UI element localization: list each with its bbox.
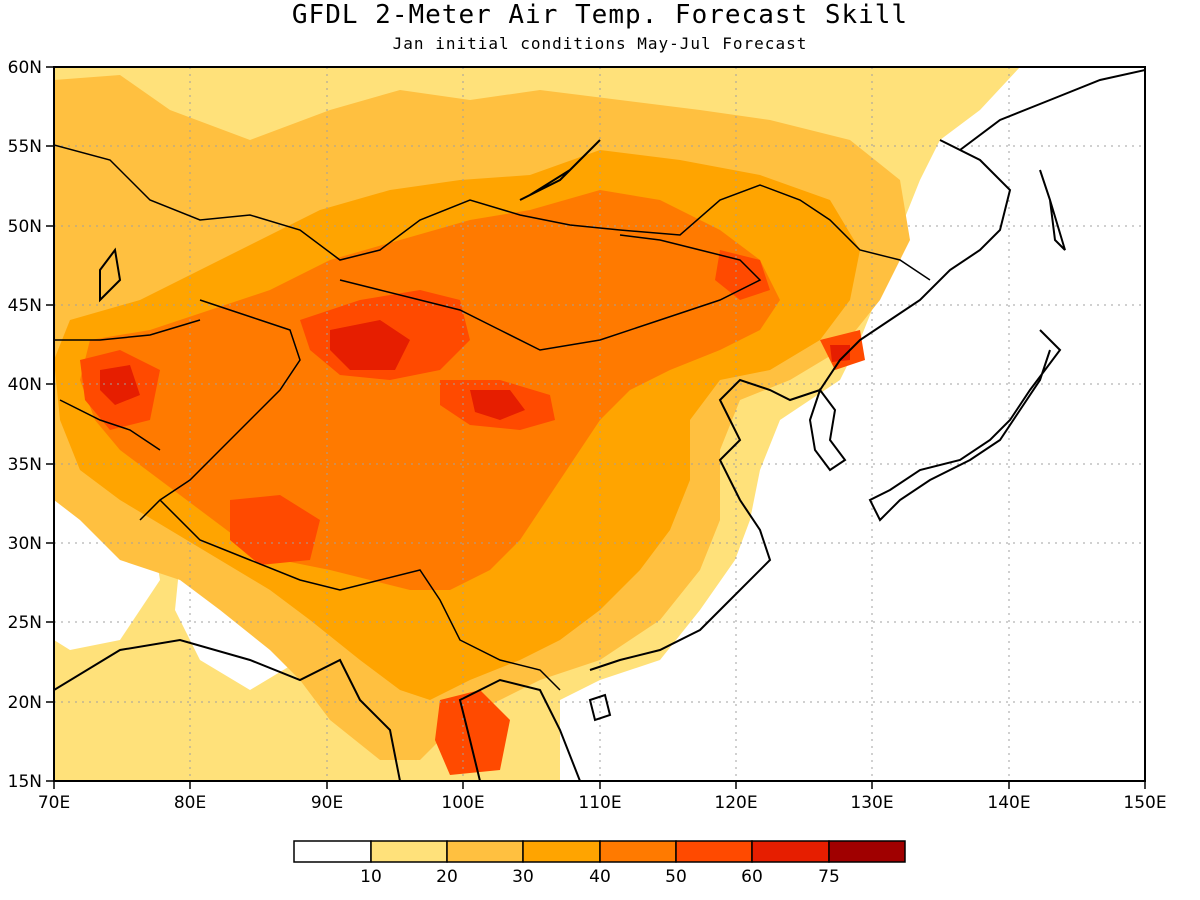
lon-tick-label: 120E: [714, 793, 757, 813]
legend-label: 10: [360, 867, 382, 887]
legend-label: 75: [818, 867, 840, 887]
coastline-hainan: [588, 693, 612, 722]
lat-tick-label: 50N: [8, 217, 42, 237]
coastline-japan: [868, 329, 1062, 522]
lat-tick-label: 60N: [8, 58, 42, 78]
coastlines: [54, 69, 1145, 781]
grid-lines: [54, 67, 1145, 781]
border-china-west: [139, 299, 301, 521]
lon-tick-label: 70E: [38, 793, 70, 813]
lon-tick-label: 90E: [311, 793, 343, 813]
legend-swatch: [751, 840, 830, 863]
legend-label: 60: [741, 867, 763, 887]
skill-region-60-75: [100, 320, 850, 420]
coastline-korea: [808, 387, 847, 472]
lat-tick-label: 40N: [8, 375, 42, 395]
legend-swatch: [675, 840, 753, 863]
border-russia-south: [54, 144, 931, 281]
skill-region-40-50: [80, 190, 780, 590]
lon-tick-label: 100E: [441, 793, 484, 813]
legend-swatch: [599, 840, 677, 863]
legend-swatch: [370, 840, 448, 863]
coastline-india: [54, 638, 401, 781]
lat-tick-label: 35N: [8, 455, 42, 475]
legend-swatch: [293, 840, 372, 863]
legend-label: 50: [665, 867, 687, 887]
legend-label: 20: [436, 867, 458, 887]
lon-tick-label: 110E: [578, 793, 621, 813]
border-mongolia: [339, 234, 762, 351]
lat-tick-labels: 15N 20N 25N 30N 35N 40N 45N 50N 55N 60N: [8, 58, 42, 792]
legend-swatch: [522, 840, 601, 863]
map-title: GFDL 2-Meter Air Temp. Forecast Skill: [291, 0, 909, 30]
lon-tick-label: 150E: [1123, 793, 1166, 813]
border-himalaya: [159, 499, 561, 691]
lat-tick-label: 45N: [8, 296, 42, 316]
lon-tick-labels: 70E 80E 90E 100E 110E 120E 130E 140E 150…: [38, 793, 1167, 813]
lat-tick-label: 55N: [8, 137, 42, 157]
borders: [54, 144, 931, 691]
lat-tick-label: 25N: [8, 613, 42, 633]
border-central-asia: [54, 319, 201, 451]
legend-swatch: [828, 840, 906, 863]
lon-tick-label: 80E: [174, 793, 206, 813]
tick-marks: [46, 66, 1146, 789]
legend-label: 40: [589, 867, 611, 887]
legend-label: 30: [512, 867, 534, 887]
lat-tick-label: 30N: [8, 534, 42, 554]
coastline-baikal: [519, 139, 601, 201]
map-subtitle: Jan initial conditions May-Jul Forecast: [392, 34, 808, 53]
coastline-caspian: [99, 247, 122, 303]
lat-tick-label: 15N: [8, 772, 42, 792]
coastline-indochina: [458, 678, 581, 781]
lat-tick-label: 20N: [8, 693, 42, 713]
coastline-sakhalin: [1039, 169, 1066, 251]
lon-tick-label: 140E: [987, 793, 1030, 813]
color-legend: 10 20 30 40 50 60 75: [293, 840, 906, 887]
legend-swatch: [446, 840, 524, 863]
lon-tick-label: 130E: [850, 793, 893, 813]
skill-region-50-60: [80, 250, 865, 775]
